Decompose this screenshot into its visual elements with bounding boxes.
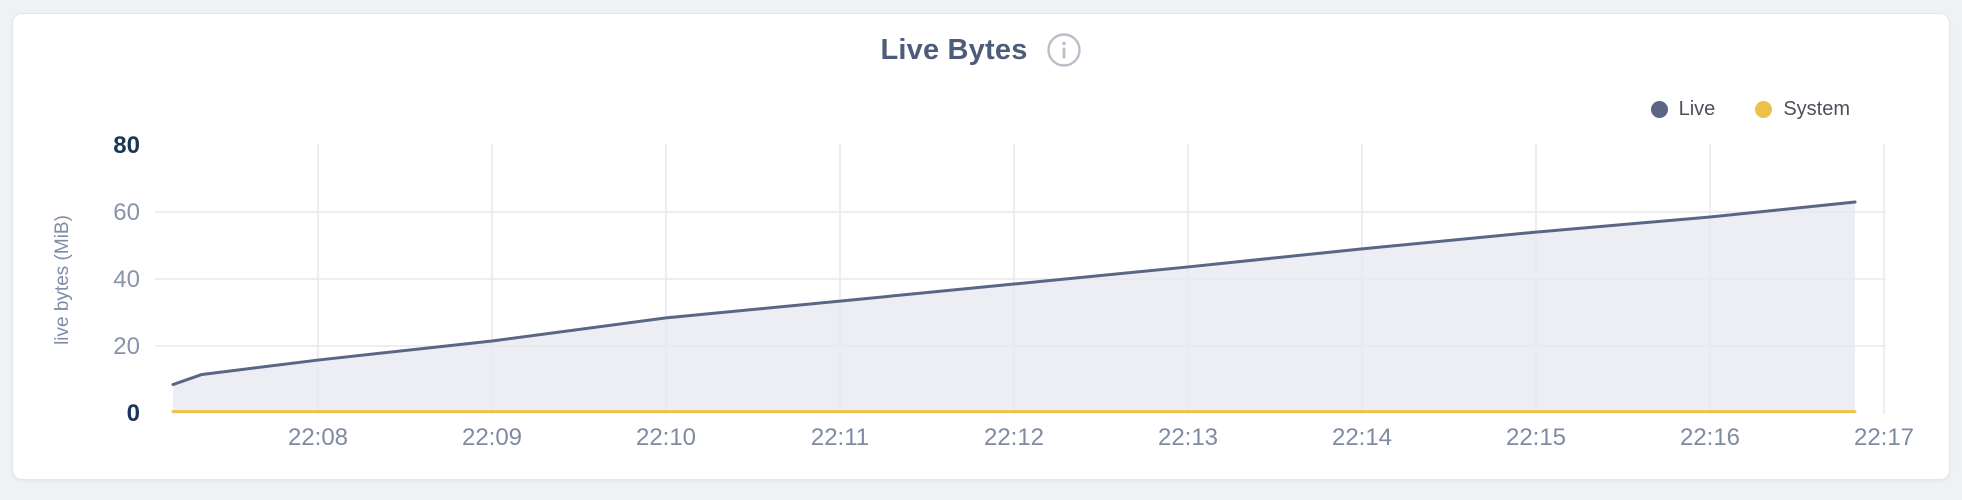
x-tick-label: 22:16: [1680, 424, 1740, 451]
x-tick-label: 22:10: [636, 424, 696, 451]
live-series-swatch-icon: [1650, 101, 1668, 118]
series-line-live: [171, 200, 1857, 387]
x-tick-label: 22:14: [1332, 424, 1392, 451]
chart-header: Live Bytes: [0, 30, 1962, 70]
x-tick-label: 22:15: [1506, 424, 1566, 451]
y-tick-label: 60: [113, 199, 140, 226]
y-tick-label: 20: [113, 333, 140, 360]
system-series-swatch-icon: [1755, 101, 1773, 118]
x-tick-label: 22:11: [811, 424, 869, 451]
y-tick-label: 0: [127, 400, 140, 427]
chart-title: Live Bytes: [880, 33, 1028, 66]
x-tick-label: 22:17: [1854, 424, 1914, 451]
x-tick-label: 22:08: [288, 424, 348, 451]
legend-label-live: Live: [1678, 98, 1716, 120]
legend-item-live[interactable]: Live: [1650, 98, 1716, 121]
y-tick-label: 40: [113, 266, 140, 293]
legend: Live System: [1650, 98, 1850, 121]
legend-item-system[interactable]: System: [1755, 98, 1850, 121]
info-icon[interactable]: [1046, 32, 1082, 68]
x-tick-label: 22:13: [1158, 424, 1218, 451]
y-tick-label: 80: [113, 132, 140, 159]
x-tick-label: 22:12: [984, 424, 1044, 451]
legend-label-system: System: [1783, 98, 1850, 120]
x-tick-label: 22:09: [462, 424, 522, 451]
